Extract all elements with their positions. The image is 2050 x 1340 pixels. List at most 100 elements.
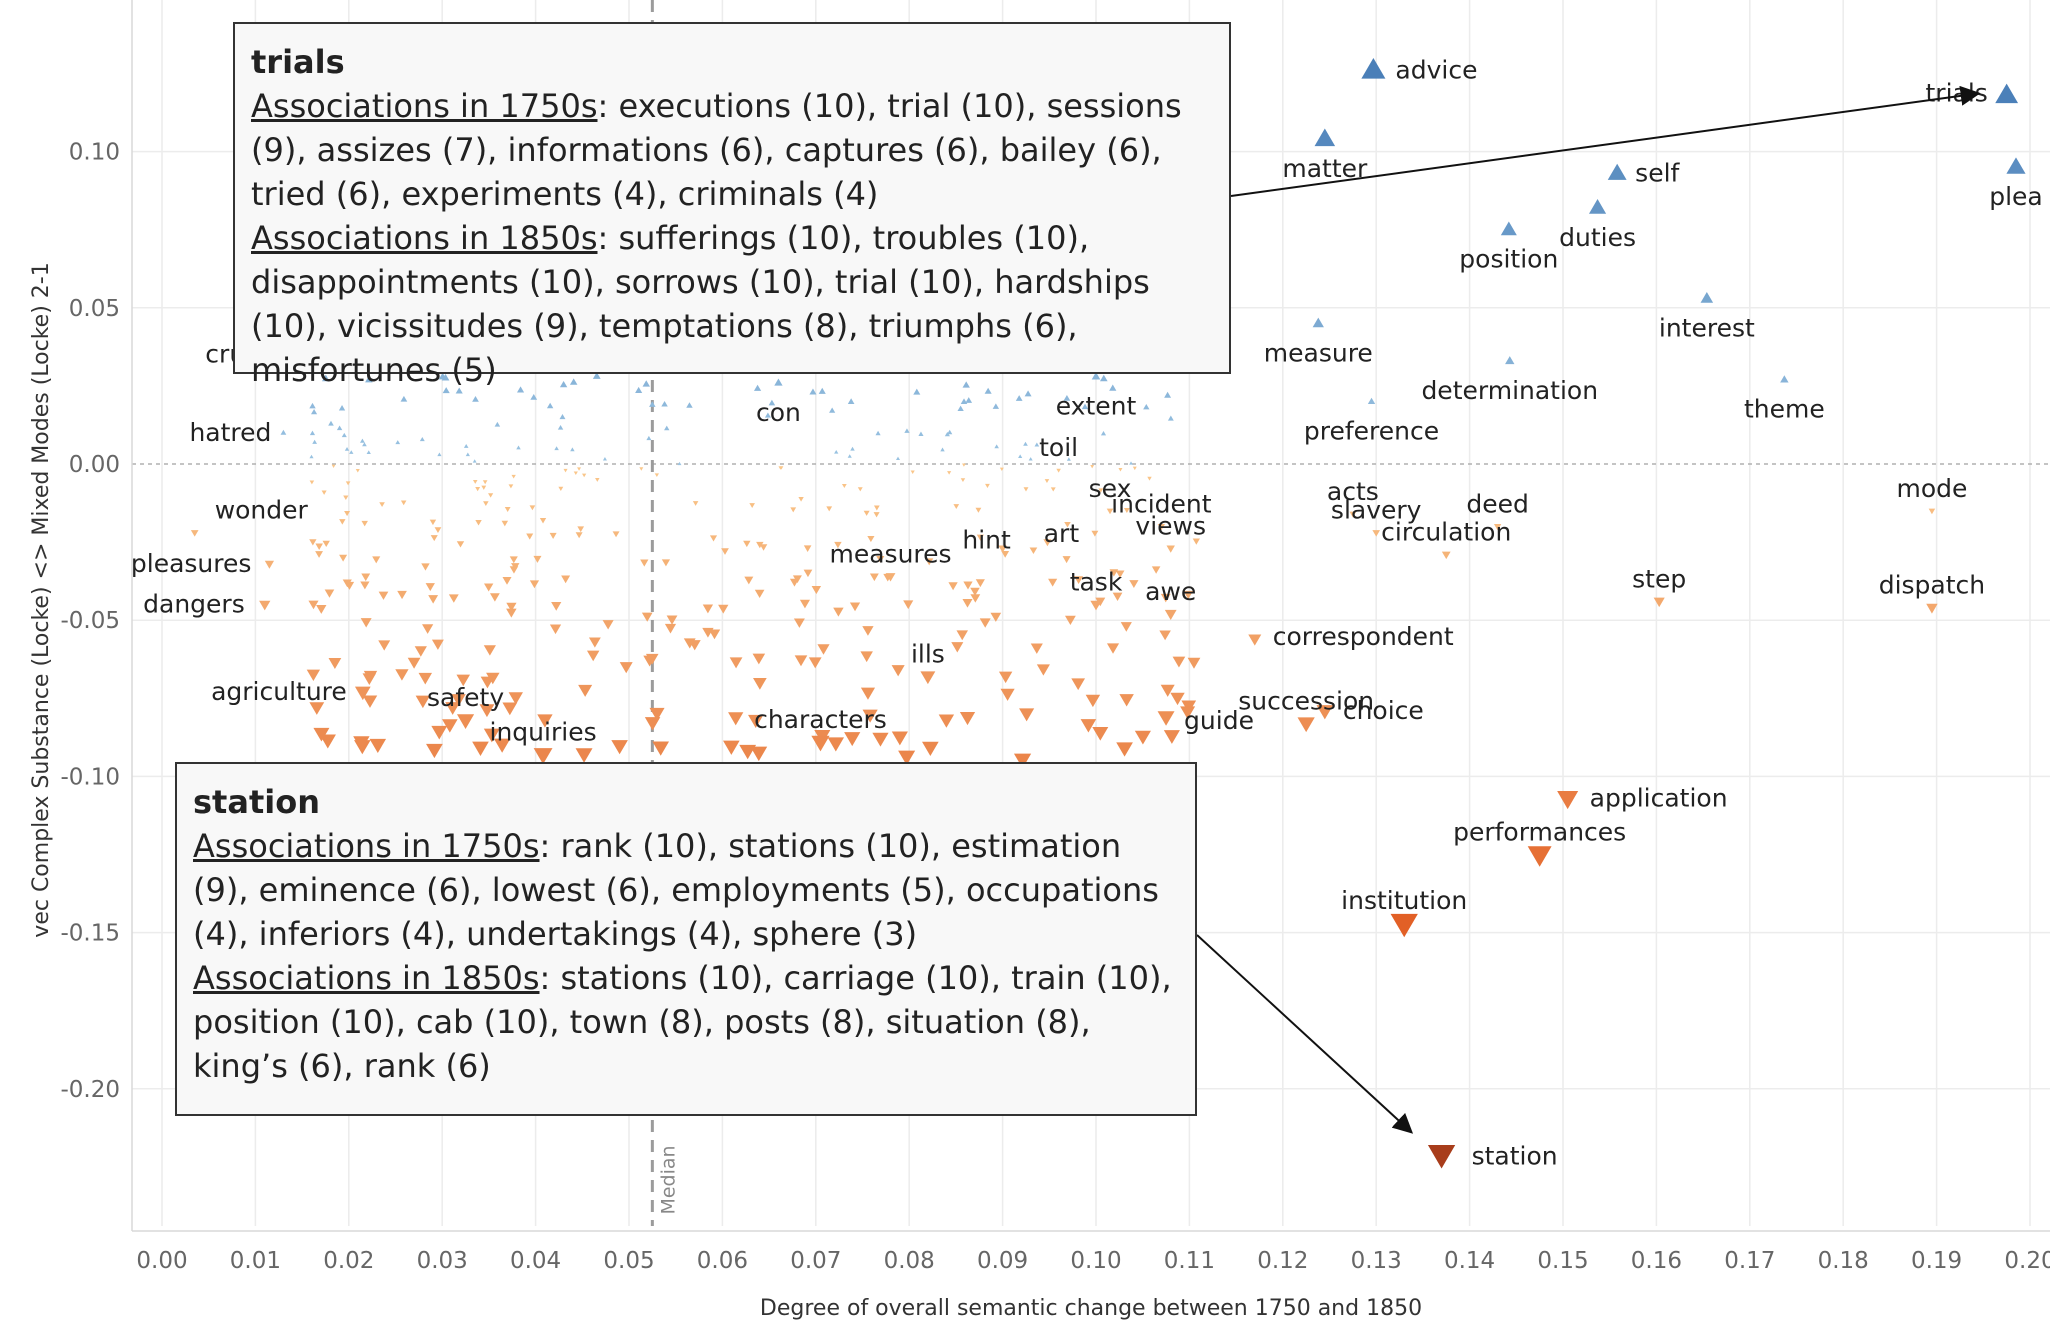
tooltip-1850-line: Associations in 1850s: sufferings (10), … (251, 216, 1213, 392)
background-marker (549, 624, 562, 635)
background-marker (563, 468, 568, 473)
x-tick-label: 0.01 (230, 1248, 281, 1274)
background-marker (778, 466, 783, 470)
marker-trials (1995, 83, 2019, 104)
background-marker (661, 559, 671, 567)
background-marker (642, 380, 650, 387)
background-marker (962, 463, 966, 467)
label-correspondent: correspondent (1273, 622, 1454, 651)
label-pleasures: pleasures (131, 549, 252, 578)
background-marker (808, 657, 822, 669)
arrow-trials (1230, 85, 1981, 197)
background-marker (1063, 394, 1071, 401)
label-task: task (1070, 568, 1123, 597)
background-marker (891, 665, 905, 677)
background-marker (360, 438, 365, 443)
background-marker (873, 512, 880, 518)
background-marker (1100, 430, 1107, 436)
background-marker (686, 402, 693, 408)
background-marker (649, 401, 656, 407)
background-marker (309, 480, 315, 485)
background-marker (729, 657, 743, 669)
background-marker (818, 387, 826, 394)
background-marker (652, 741, 670, 756)
background-marker (1081, 403, 1089, 410)
background-marker (857, 487, 863, 492)
marker-pleasures (264, 560, 275, 569)
background-marker (324, 589, 335, 598)
median-label: Median (657, 1145, 679, 1214)
x-axis-title: Degree of overall semantic change betwee… (760, 1296, 1422, 1321)
marker-awe (1164, 609, 1177, 620)
label-dangers: dangers (143, 590, 245, 619)
background-marker (841, 483, 847, 489)
background-marker (721, 548, 729, 555)
background-marker (1187, 657, 1201, 669)
background-marker (794, 655, 808, 667)
y-tick-label: -0.05 (60, 608, 120, 634)
background-marker (483, 728, 500, 743)
background-marker (400, 395, 408, 402)
background-marker (456, 541, 465, 548)
background-marker (918, 431, 924, 436)
background-marker (434, 527, 442, 534)
background-marker (827, 737, 845, 752)
background-marker (336, 425, 343, 431)
tooltip-text-1750: : executions (10), trial (10), sessions … (251, 87, 1182, 213)
background-marker (646, 435, 652, 441)
marker-inquiries (533, 748, 553, 765)
background-marker (768, 399, 776, 406)
background-points (306, 372, 1201, 769)
background-marker (1080, 719, 1097, 733)
background-marker (465, 452, 470, 457)
x-tick-label: 0.09 (977, 1248, 1028, 1274)
background-marker (494, 421, 501, 427)
background-marker (833, 607, 844, 617)
background-marker (1129, 580, 1139, 589)
background-marker (1167, 415, 1174, 421)
x-tick-label: 0.07 (790, 1248, 841, 1274)
marker-step (1653, 597, 1665, 608)
background-marker (379, 502, 385, 508)
background-marker (811, 585, 822, 595)
background-marker (516, 386, 525, 393)
background-marker (1062, 556, 1071, 564)
background-marker (360, 581, 370, 590)
background-marker (343, 495, 349, 501)
background-marker (1090, 465, 1095, 469)
label-measure: measure (1264, 338, 1373, 367)
label-ills: ills (911, 639, 945, 668)
background-marker (793, 618, 805, 628)
axis-layer: 0.00 0.01 0.02 0.03 0.04 0.05 0.06 0.07 0.08 0.09… (60, 0, 2050, 1274)
background-marker (956, 630, 968, 641)
background-marker (407, 657, 421, 669)
x-tick-label: 0.10 (1070, 1248, 1121, 1274)
background-marker (529, 505, 536, 511)
background-marker (395, 669, 409, 681)
background-marker (511, 563, 520, 571)
background-marker (759, 544, 768, 551)
background-marker (1123, 507, 1130, 514)
background-marker (537, 714, 553, 728)
marker-matter (1314, 128, 1336, 147)
background-marker (426, 743, 443, 759)
label-hatred: hatred (189, 418, 271, 447)
background-marker (365, 375, 373, 383)
y-tick-label: 0.10 (69, 140, 120, 166)
tooltip-1850-line: Associations in 1850s: stations (10), ca… (193, 956, 1179, 1088)
background-marker (664, 623, 677, 634)
x-tick-label: 0.06 (697, 1248, 748, 1274)
background-marker (789, 578, 800, 587)
background-marker (959, 711, 976, 726)
background-marker (1159, 630, 1171, 641)
background-marker (1029, 547, 1038, 555)
label-self: self (1635, 158, 1680, 187)
x-tick-label: 0.19 (1911, 1248, 1962, 1274)
background-marker (1172, 656, 1186, 668)
background-marker (489, 593, 500, 602)
marker-determination (1505, 356, 1515, 365)
background-marker (664, 425, 670, 431)
background-marker (951, 642, 964, 653)
marker-measure (1312, 317, 1324, 328)
background-marker (1106, 643, 1120, 654)
